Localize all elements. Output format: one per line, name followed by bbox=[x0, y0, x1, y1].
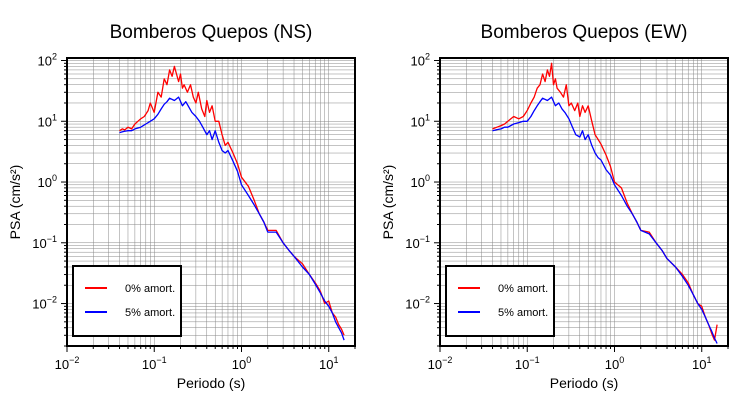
x-tick-label: 10−1 bbox=[142, 355, 167, 372]
y-tick-label: 100 bbox=[38, 173, 57, 190]
x-tick-label: 10−2 bbox=[55, 355, 80, 372]
x-tick-label: 100 bbox=[232, 355, 251, 372]
y-tick-label: 101 bbox=[411, 112, 430, 129]
x-tick-label: 101 bbox=[319, 355, 338, 372]
x-axis-label: Periodo (s) bbox=[177, 375, 245, 391]
plot-frame bbox=[66, 57, 356, 347]
y-tick-label: 102 bbox=[411, 52, 430, 69]
series-line-1 bbox=[492, 96, 718, 344]
y-axis-label: PSA (cm/s²) bbox=[7, 165, 23, 240]
series-line-0 bbox=[119, 65, 345, 336]
legend-box bbox=[72, 265, 182, 337]
legend-label-0: 0% amort. bbox=[125, 283, 175, 295]
chart-title: Bomberos Quepos (EW) bbox=[481, 22, 688, 43]
y-tick-label: 100 bbox=[411, 173, 430, 190]
plot-frame bbox=[439, 57, 729, 347]
legend-label-1: 5% amort. bbox=[125, 307, 175, 319]
y-tick-label: 10−1 bbox=[405, 234, 430, 251]
axis-ticks bbox=[434, 60, 729, 352]
x-tick-label: 10−2 bbox=[428, 355, 453, 372]
chart-title: Bomberos Quepos (NS) bbox=[110, 22, 313, 43]
legend-label-1: 5% amort. bbox=[498, 307, 548, 319]
y-tick-label: 102 bbox=[38, 52, 57, 69]
series-line-1 bbox=[119, 96, 345, 341]
y-tick-label: 10−2 bbox=[32, 295, 57, 312]
y-tick-label: 10−2 bbox=[405, 295, 430, 312]
legend: 0% amort. 5% amort. bbox=[445, 265, 555, 337]
axis-ticks bbox=[61, 60, 356, 352]
legend-label-0: 0% amort. bbox=[498, 283, 548, 295]
x-tick-label: 10−1 bbox=[515, 355, 540, 372]
y-tick-label: 10−1 bbox=[32, 234, 57, 251]
legend-box bbox=[445, 265, 555, 337]
chart-panel-1: 10−2 10−1 100 101 10−2 10−1 100 101 102 Bomberos … bbox=[380, 22, 729, 391]
x-axis-label: Periodo (s) bbox=[550, 375, 618, 391]
x-tick-label: 100 bbox=[605, 355, 624, 372]
x-tick-label: 101 bbox=[692, 355, 711, 372]
legend: 0% amort. 5% amort. bbox=[72, 265, 182, 337]
y-axis-label: PSA (cm/s²) bbox=[380, 165, 396, 240]
y-tick-label: 101 bbox=[38, 112, 57, 129]
chart-panel-0: 10−2 10−1 100 101 10−2 10−1 100 101 102 Bomberos … bbox=[7, 22, 356, 391]
